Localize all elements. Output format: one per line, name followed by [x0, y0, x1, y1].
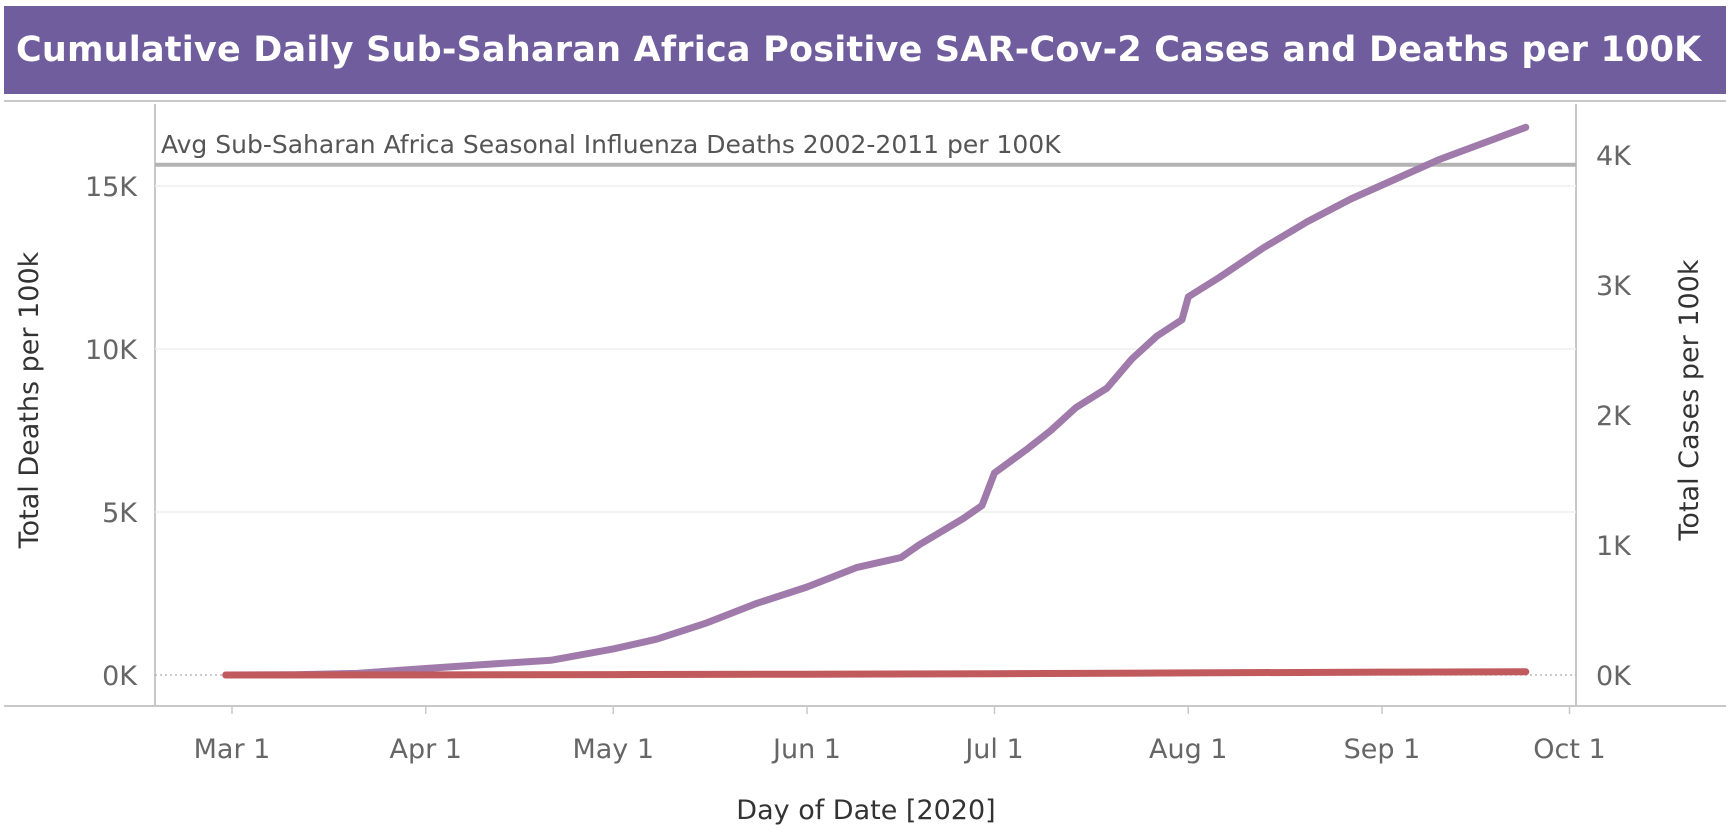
right-y-tick-label: 2K — [1596, 401, 1632, 432]
x-tick-label: Mar 1 — [194, 734, 271, 765]
deaths-series-line — [222, 123, 1530, 679]
reference-line-label: Avg Sub-Saharan Africa Seasonal Influenz… — [161, 130, 1061, 159]
right-y-tick-label: 1K — [1596, 531, 1632, 562]
x-tick-label: Aug 1 — [1149, 734, 1227, 765]
left-y-tick-label: 15K — [85, 172, 138, 203]
x-tick-label: Jul 1 — [963, 734, 1023, 765]
x-tick-label: Apr 1 — [390, 734, 462, 765]
right-y-tick-label: 0K — [1596, 661, 1632, 692]
cases-series-line — [222, 668, 1530, 679]
left-y-tick-label: 0K — [102, 661, 138, 692]
x-tick-label: Sep 1 — [1344, 734, 1421, 765]
gridlines — [155, 185, 1576, 676]
right-y-tick-label: 3K — [1596, 271, 1632, 302]
chart-title-bar: Cumulative Daily Sub-Saharan Africa Posi… — [4, 6, 1726, 94]
reference-line-group: Avg Sub-Saharan Africa Seasonal Influenz… — [155, 130, 1576, 167]
x-axis-title: Day of Date [2020] — [736, 795, 995, 826]
left-y-tick-label: 5K — [102, 498, 138, 529]
left-y-axis-title: Total Deaths per 100k — [14, 251, 45, 549]
right-y-axis-title: Total Cases per 100k — [1674, 259, 1705, 541]
series-group — [222, 123, 1530, 679]
chart-frame — [4, 100, 1726, 707]
right-y-tick-label: 4K — [1596, 141, 1632, 172]
x-tick-label: Jun 1 — [771, 734, 841, 765]
axes-group: Mar 1 Apr 1 May 1 Jun 1 Jul 1 Aug 1 Sep 1 Oct 1… — [14, 141, 1705, 826]
x-tick-label: May 1 — [572, 734, 654, 765]
x-tick-label: Oct 1 — [1533, 734, 1605, 765]
chart-title: Cumulative Daily Sub-Saharan Africa Posi… — [16, 30, 1702, 70]
left-y-tick-label: 10K — [85, 335, 138, 366]
